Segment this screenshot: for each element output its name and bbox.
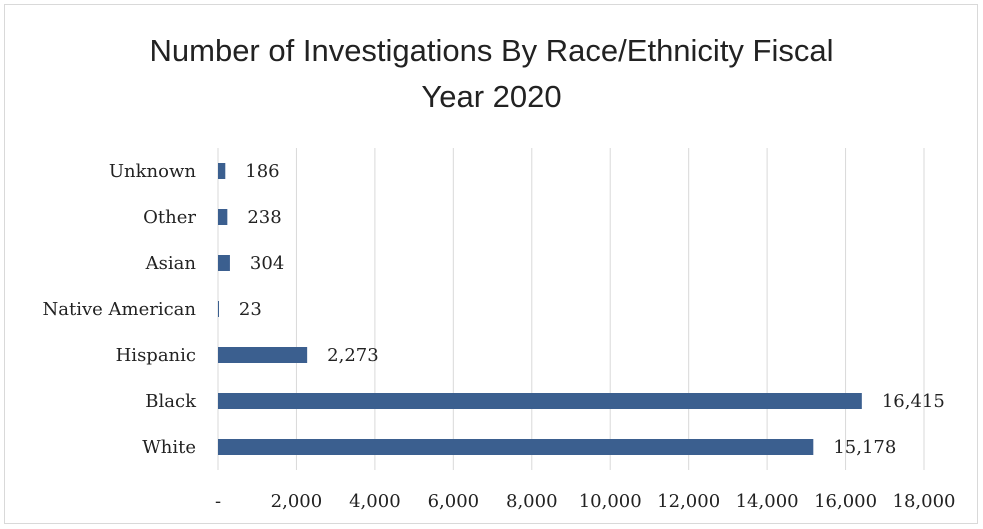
data-label: 23 [239,299,262,320]
bar [218,255,230,271]
x-tick-label: - [215,491,221,512]
chart-title-line-2: Year 2020 [421,79,562,114]
chart-frame [4,4,978,524]
x-tick-label: 12,000 [657,491,720,512]
category-label: Black [145,391,197,412]
x-tick-label: 18,000 [893,491,956,512]
data-label: 238 [247,207,281,228]
bar [218,439,814,455]
bar [218,209,228,225]
data-label: 2,273 [327,345,379,366]
bar [218,393,862,409]
chart-title: Number of Investigations By Race/Ethnici… [0,28,983,120]
chart-title-line-1: Number of Investigations By Race/Ethnici… [149,33,834,68]
x-tick-label: 6,000 [428,491,480,512]
x-tick-label: 10,000 [579,491,642,512]
x-tick-label: 14,000 [736,491,799,512]
bar [218,347,308,363]
category-label: Unknown [109,161,197,182]
x-tick-label: 2,000 [271,491,323,512]
x-tick-label: 16,000 [814,491,877,512]
data-label: 16,415 [882,391,945,412]
x-tick-label: 8,000 [506,491,558,512]
data-label: 186 [245,161,279,182]
category-label: Other [143,207,196,228]
category-label: Hispanic [116,345,196,366]
category-label: Asian [145,253,197,274]
category-label: White [142,437,196,458]
data-label: 15,178 [833,437,896,458]
data-label: 304 [250,253,284,274]
x-tick-label: 4,000 [349,491,401,512]
category-label: Native American [42,299,196,320]
bar [218,301,219,317]
bar [218,163,226,179]
